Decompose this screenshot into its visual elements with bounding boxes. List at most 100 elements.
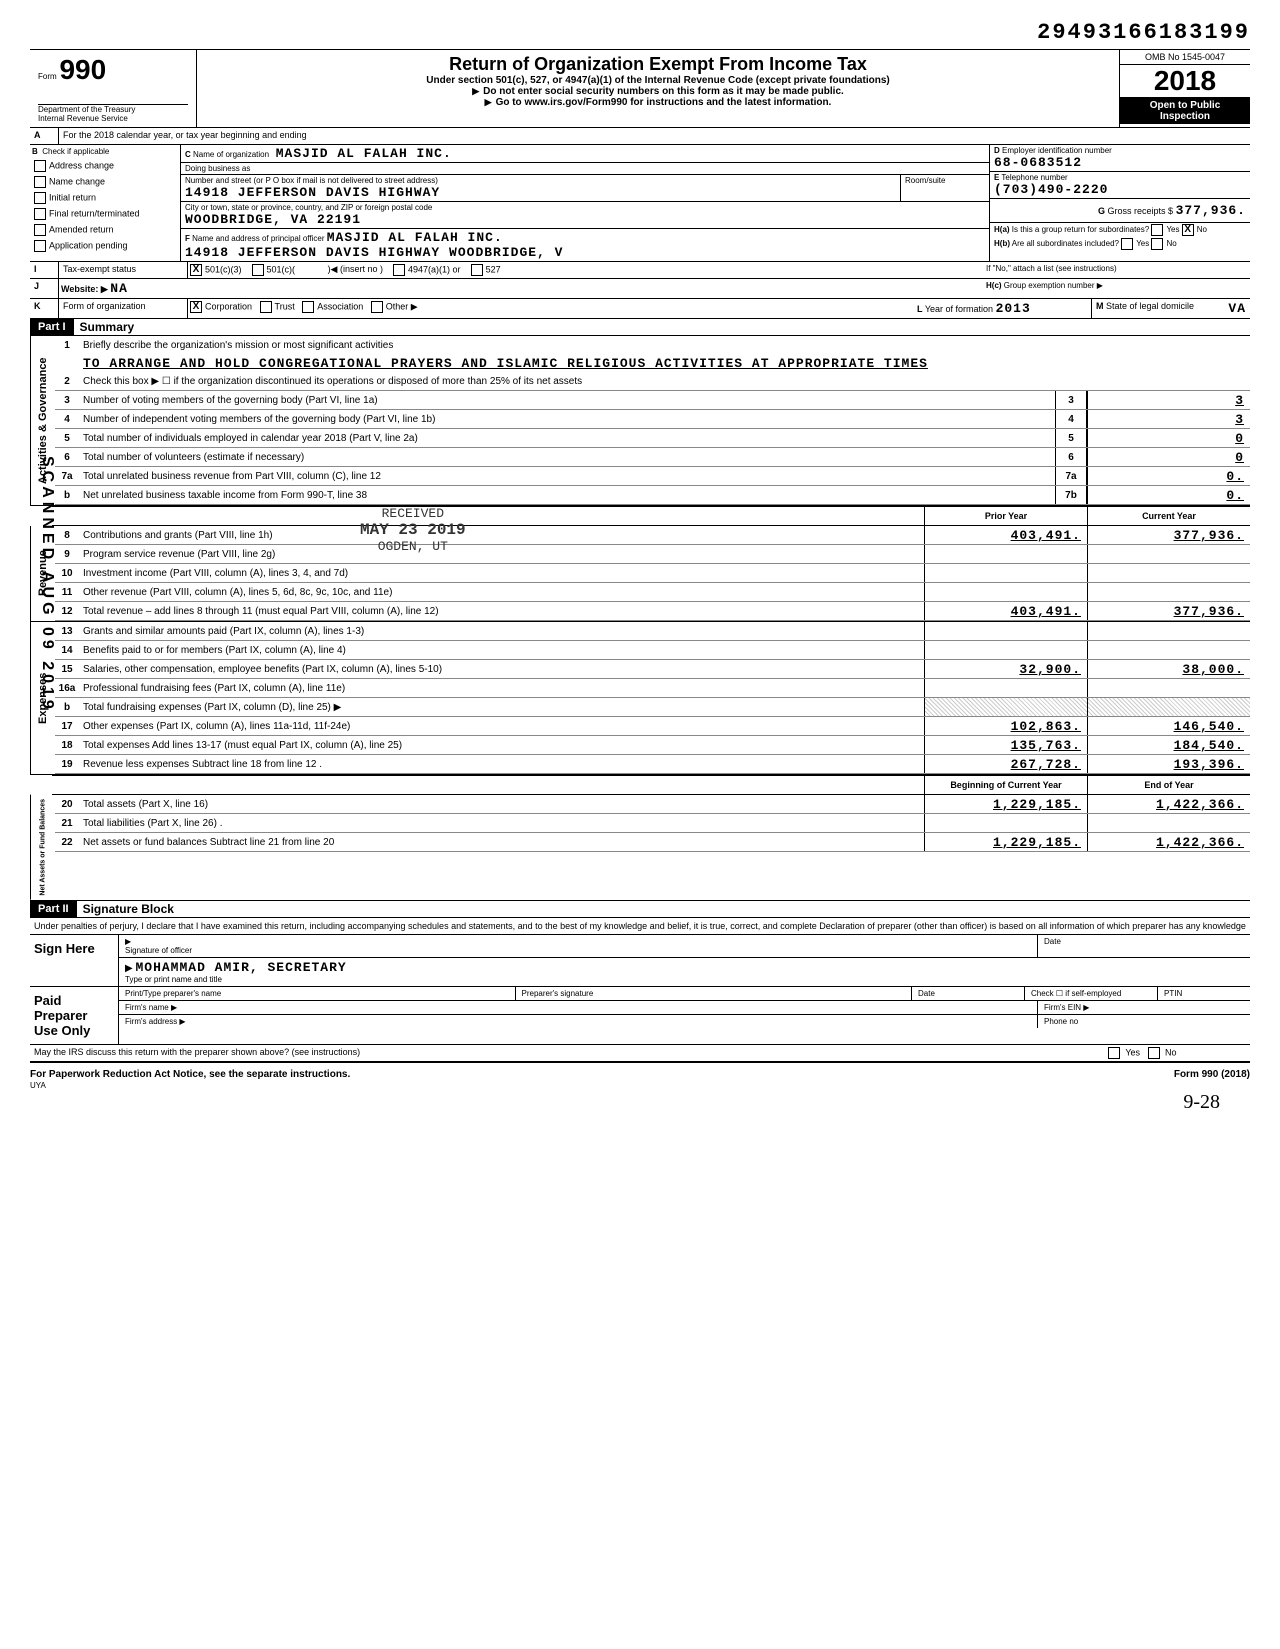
current-16a [1087, 679, 1250, 697]
end-year-header: End of Year [1087, 776, 1250, 794]
checkbox-501c[interactable] [252, 264, 264, 276]
label-b: B [32, 147, 38, 156]
checkbox-pending[interactable] [34, 240, 46, 252]
mission: TO ARRANGE AND HOLD CONGREGATIONAL PRAYE… [79, 355, 1250, 372]
form-header: Form 990 Department of the Treasury Inte… [30, 49, 1250, 128]
label-j: J [30, 279, 59, 298]
prior-16a [924, 679, 1087, 697]
officer-sig-name: MOHAMMAD AMIR, SECRETARY [135, 960, 346, 975]
form-warning: Do not enter social security numbers on … [205, 86, 1111, 97]
current-b [1087, 698, 1250, 716]
gross-receipts: 377,936. [1176, 203, 1246, 218]
checkbox-discuss-yes[interactable] [1108, 1047, 1120, 1059]
omb: OMB No 1545-0047 [1120, 50, 1250, 64]
line-a: For the 2018 calendar year, or tax year … [59, 128, 1250, 144]
checkbox-501c3[interactable]: X [190, 264, 202, 276]
website: NA [110, 281, 128, 296]
open-public: Open to Public [1122, 100, 1248, 111]
form-title: Return of Organization Exempt From Incom… [205, 54, 1111, 75]
prior-14 [924, 641, 1087, 659]
paid-preparer-label: Paid Preparer Use Only [30, 987, 119, 1044]
checkbox-ha-yes[interactable] [1151, 224, 1163, 236]
form-label: Form [38, 72, 57, 81]
current-19: 193,396. [1087, 755, 1250, 773]
current-21 [1087, 814, 1250, 832]
side-revenue: Revenue [30, 526, 55, 621]
checkbox-name[interactable] [34, 176, 46, 188]
gov-value-3: 3 [1087, 391, 1250, 409]
part1-header: Part I [30, 319, 74, 335]
prior-20: 1,229,185. [924, 795, 1087, 813]
checkbox-amended[interactable] [34, 224, 46, 236]
prior-18: 135,763. [924, 736, 1087, 754]
part1-title: Summary [74, 320, 135, 334]
city: WOODBRIDGE, VA 22191 [185, 212, 985, 227]
current-13 [1087, 622, 1250, 640]
officer-name: MASJID AL FALAH INC. [327, 230, 503, 245]
prior-17: 102,863. [924, 717, 1087, 735]
part2-title: Signature Block [77, 902, 174, 916]
current-10 [1087, 564, 1250, 582]
declaration: Under penalties of perjury, I declare th… [30, 918, 1250, 935]
checkbox-corp[interactable]: X [190, 301, 202, 313]
checkbox-ha-no[interactable]: X [1182, 224, 1194, 236]
prior-19: 267,728. [924, 755, 1087, 773]
dept: Department of the Treasury [38, 105, 188, 114]
irs: Internal Revenue Service [38, 114, 188, 123]
sign-here-label: Sign Here [34, 941, 114, 956]
checkbox-other[interactable] [371, 301, 383, 313]
prior-15: 32,900. [924, 660, 1087, 678]
gov-value-4: 3 [1087, 410, 1250, 428]
current-17: 146,540. [1087, 717, 1250, 735]
label-i: I [30, 262, 59, 278]
side-expenses: Expenses [30, 622, 55, 774]
checkbox-initial[interactable] [34, 192, 46, 204]
discuss-question: May the IRS discuss this return with the… [30, 1045, 1106, 1061]
inspection: Inspection [1122, 111, 1248, 122]
side-balances: Net Assets or Fund Balances [30, 795, 55, 900]
handwritten-note: 9-28 [30, 1091, 1250, 1114]
current-20: 1,422,366. [1087, 795, 1250, 813]
dln: 29493166183199 [30, 20, 1250, 45]
form-subtitle: Under section 501(c), 527, or 4947(a)(1)… [205, 75, 1111, 86]
prior-22: 1,229,185. [924, 833, 1087, 851]
gov-value-5: 0 [1087, 429, 1250, 447]
current-year-header: Current Year [1087, 507, 1250, 525]
prior-13 [924, 622, 1087, 640]
checkbox-hb-yes[interactable] [1121, 238, 1133, 250]
label-e: E [994, 173, 999, 182]
checkbox-assoc[interactable] [302, 301, 314, 313]
gov-value-b: 0. [1087, 486, 1250, 504]
current-15: 38,000. [1087, 660, 1250, 678]
checkbox-hb-no[interactable] [1151, 238, 1163, 250]
checkbox-final[interactable] [34, 208, 46, 220]
current-8: 377,936. [1087, 526, 1250, 544]
checkbox-trust[interactable] [260, 301, 272, 313]
begin-year-header: Beginning of Current Year [924, 776, 1087, 794]
label-g: G [1098, 206, 1105, 216]
dba-label: Doing business as [181, 163, 989, 175]
current-12: 377,936. [1087, 602, 1250, 620]
street: 14918 JEFFERSON DAVIS HIGHWAY [185, 185, 896, 200]
form-instructions: Go to www.irs.gov/Form990 for instructio… [205, 97, 1111, 108]
checkbox-address[interactable] [34, 160, 46, 172]
state-domicile: VA [1228, 301, 1246, 316]
ein: 68-0683512 [994, 155, 1246, 170]
prior-21 [924, 814, 1087, 832]
prior-b [924, 698, 1087, 716]
org-name: MASJID AL FALAH INC. [276, 146, 452, 161]
current-14 [1087, 641, 1250, 659]
label-d: D [994, 146, 1000, 155]
prior-year-header: Prior Year [924, 507, 1087, 525]
label-k: K [30, 299, 59, 318]
form-number: 990 [59, 54, 106, 85]
room-label: Room/suite [900, 175, 989, 201]
label-f: F [185, 234, 190, 243]
current-22: 1,422,366. [1087, 833, 1250, 851]
checkbox-527[interactable] [471, 264, 483, 276]
tax-year: 2018 [1120, 64, 1250, 98]
checkbox-4947[interactable] [393, 264, 405, 276]
form-ref: Form 990 (2018) [1174, 1069, 1250, 1091]
officer-addr: 14918 JEFFERSON DAVIS HIGHWAY WOODBRIDGE… [185, 245, 985, 260]
checkbox-discuss-no[interactable] [1148, 1047, 1160, 1059]
